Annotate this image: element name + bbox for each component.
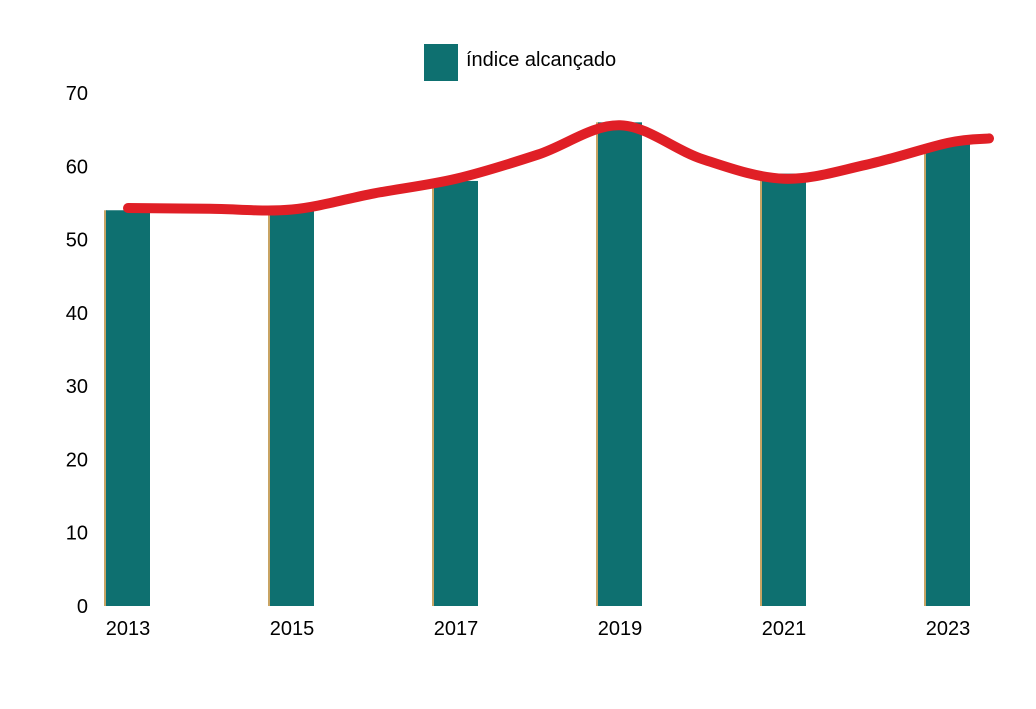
bar-edge xyxy=(268,210,271,606)
y-tick-label: 0 xyxy=(77,596,88,618)
x-tick-label: 2023 xyxy=(926,618,971,640)
y-axis: 0 10 20 30 40 50 60 70 xyxy=(66,83,88,618)
x-tick-label: 2013 xyxy=(106,618,151,640)
bar-edge xyxy=(596,122,599,607)
bar xyxy=(762,173,806,606)
y-tick-label: 30 xyxy=(66,376,88,398)
y-tick-label: 10 xyxy=(66,523,88,545)
bar xyxy=(434,180,478,606)
bar-edge xyxy=(104,210,107,606)
legend-label: índice alcançado xyxy=(466,49,616,71)
x-tick-label: 2015 xyxy=(270,618,315,640)
x-tick-label: 2017 xyxy=(434,618,479,640)
x-tick-label: 2019 xyxy=(598,618,643,640)
legend: índice alcançado xyxy=(424,44,616,81)
bar-edge xyxy=(760,173,763,606)
bar xyxy=(598,122,642,607)
bar-edge xyxy=(924,144,927,607)
y-tick-label: 40 xyxy=(66,303,88,325)
trend-line xyxy=(123,120,994,216)
bar xyxy=(270,210,314,606)
bar xyxy=(926,144,970,607)
legend-swatch xyxy=(424,44,458,81)
y-tick-label: 60 xyxy=(66,156,88,178)
y-tick-label: 50 xyxy=(66,230,88,252)
x-axis: 2013 2015 2017 2019 2021 2023 xyxy=(106,618,971,640)
y-tick-label: 20 xyxy=(66,449,88,471)
bar-edge xyxy=(432,180,435,606)
bar xyxy=(106,210,150,606)
bars xyxy=(104,122,970,607)
y-tick-label: 70 xyxy=(66,83,88,105)
x-tick-label: 2021 xyxy=(762,618,807,640)
